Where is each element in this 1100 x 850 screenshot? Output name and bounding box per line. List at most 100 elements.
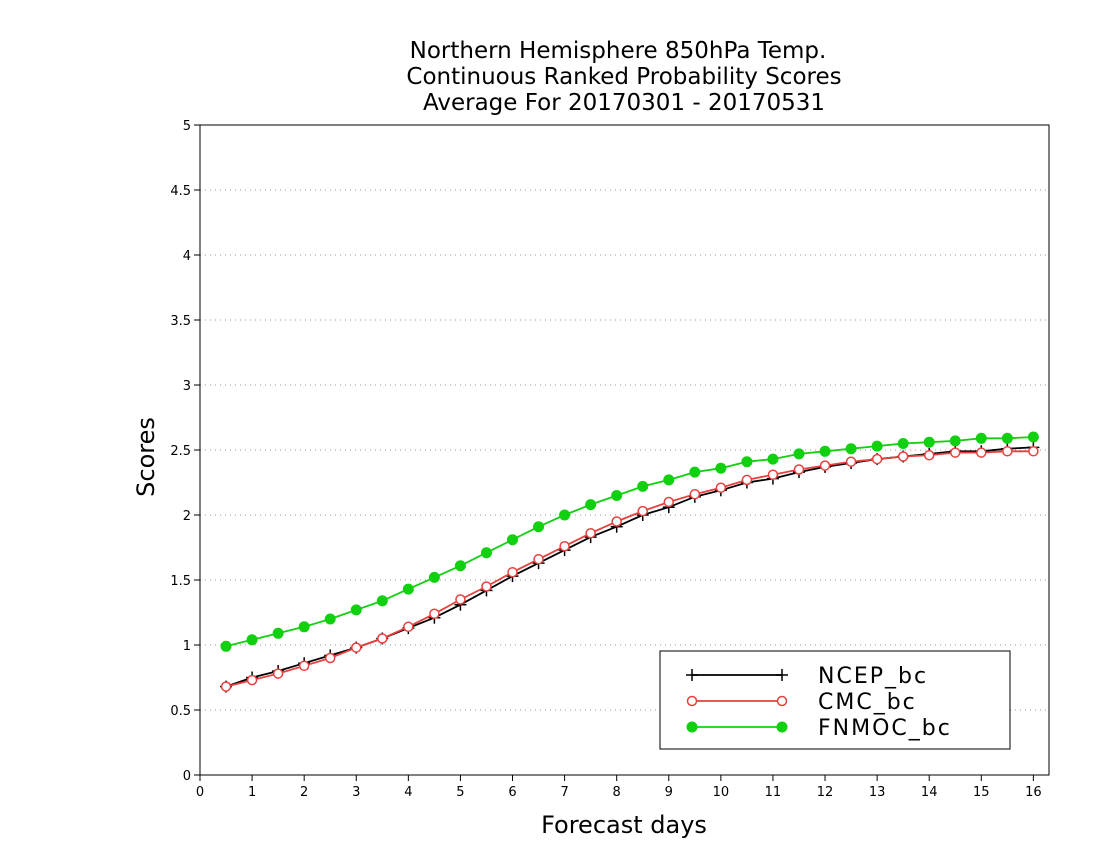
data-point-fnmoc-bc: [402, 583, 414, 595]
y-tick-label: 5: [183, 119, 191, 134]
legend-label: FNMOC_bc: [818, 716, 952, 741]
data-point-cmc-bc: [949, 447, 961, 458]
data-point-fnmoc-bc: [585, 499, 597, 511]
data-point-fnmoc-bc: [637, 480, 649, 492]
legend-entry-cmc-bc: CMC_bc: [686, 690, 915, 715]
series-lines: [220, 431, 1040, 693]
y-tick-label: 2.5: [170, 444, 191, 459]
series-cmc-bc: [220, 446, 1039, 692]
legend-label: NCEP_bc: [818, 664, 928, 689]
x-tick-label: 12: [817, 785, 834, 800]
data-point-fnmoc-bc: [559, 509, 571, 521]
series-fnmoc-bc: [220, 431, 1039, 652]
data-point-fnmoc-bc: [298, 621, 310, 633]
data-point-fnmoc-bc: [845, 443, 857, 455]
data-point-cmc-bc: [767, 469, 779, 480]
axis-ticks: 00.511.522.533.544.550 1 2 3 4 5 6 7 8 9 10 11 12 13 1…: [170, 119, 1041, 800]
x-tick-label: 3: [352, 785, 360, 800]
data-point-fnmoc-bc: [533, 521, 545, 533]
x-tick-label: 2: [300, 785, 308, 800]
y-tick-label: 1: [183, 639, 191, 654]
legend-box: [659, 650, 1011, 750]
data-point-fnmoc-bc: [871, 440, 883, 452]
data-point-fnmoc-bc: [480, 547, 492, 559]
data-point-cmc-bc: [845, 456, 857, 467]
data-point-fnmoc-bc: [767, 453, 779, 465]
title-line-3: Average For 20170301 - 20170531: [423, 90, 825, 116]
data-point-fnmoc-bc: [350, 604, 362, 616]
x-tick-label: 15: [973, 785, 990, 800]
data-point-fnmoc-bc: [272, 627, 284, 639]
data-point-cmc-bc: [298, 660, 310, 672]
data-point-cmc-bc: [897, 451, 909, 462]
y-tick-label: 3.5: [170, 314, 191, 329]
x-tick-label: 0: [196, 785, 204, 800]
data-point-fnmoc-bc: [1001, 432, 1013, 444]
data-point-fnmoc-bc: [923, 436, 935, 448]
legend-marker: [686, 695, 698, 707]
x-tick-label: 8: [613, 785, 621, 800]
data-point-cmc-bc: [1028, 446, 1039, 457]
data-point-cmc-bc: [637, 505, 648, 517]
data-point-cmc-bc: [1002, 446, 1013, 457]
data-point-fnmoc-bc: [507, 534, 519, 546]
x-tick-label: 6: [508, 785, 516, 800]
series-line-fnmoc-bc: [225, 436, 1034, 648]
data-point-fnmoc-bc: [663, 474, 675, 486]
data-point-fnmoc-bc: [949, 435, 961, 447]
data-point-cmc-bc: [871, 453, 883, 465]
data-point-fnmoc-bc: [454, 560, 466, 572]
legend-marker: [776, 669, 788, 681]
data-point-cmc-bc: [923, 449, 935, 461]
data-point-fnmoc-bc: [324, 613, 336, 625]
legend-marker: [686, 721, 698, 733]
data-point-fnmoc-bc: [793, 448, 805, 460]
data-point-cmc-bc: [481, 581, 492, 592]
data-point-fnmoc-bc: [897, 438, 909, 449]
data-point-cmc-bc: [246, 674, 258, 686]
data-point-cmc-bc: [793, 464, 805, 475]
data-point-cmc-bc: [351, 642, 362, 653]
data-point-fnmoc-bc: [975, 432, 987, 444]
data-point-cmc-bc: [377, 633, 388, 644]
y-tick-label: 3: [183, 379, 191, 394]
data-point-cmc-bc: [220, 681, 232, 692]
x-tick-label: 7: [560, 785, 568, 800]
x-tick-label: 11: [765, 785, 782, 800]
chart-title: Northern Hemisphere 850hPa Temp. Continu…: [406, 38, 841, 116]
x-tick-label: 9: [665, 785, 673, 800]
y-tick-label: 0.5: [170, 704, 191, 719]
data-point-cmc-bc: [741, 474, 753, 486]
data-point-cmc-bc: [272, 668, 284, 679]
x-tick-label: 13: [869, 785, 886, 800]
data-point-cmc-bc: [663, 496, 675, 508]
data-point-fnmoc-bc: [689, 466, 701, 478]
data-point-fnmoc-bc: [741, 456, 753, 468]
data-point-cmc-bc: [507, 566, 518, 578]
data-point-fnmoc-bc: [220, 640, 232, 652]
data-point-cmc-bc: [976, 447, 987, 458]
x-axis-label: Forecast days: [541, 811, 707, 839]
data-point-cmc-bc: [585, 527, 596, 539]
data-point-cmc-bc: [455, 594, 466, 605]
y-tick-label: 2: [183, 509, 191, 524]
legend-marker: [776, 721, 788, 733]
data-point-cmc-bc: [819, 460, 831, 471]
data-point-cmc-bc: [403, 621, 414, 633]
x-tick-label: 10: [713, 785, 730, 800]
data-point-cmc-bc: [715, 482, 727, 493]
data-point-fnmoc-bc: [819, 445, 831, 457]
data-point-cmc-bc: [611, 516, 622, 527]
data-point-fnmoc-bc: [428, 571, 440, 583]
y-tick-label: 4.5: [170, 184, 191, 199]
data-point-cmc-bc: [429, 608, 440, 620]
y-tick-label: 0: [183, 769, 191, 784]
x-tick-label: 5: [456, 785, 464, 800]
x-tick-label: 1: [248, 785, 256, 800]
y-tick-label: 4: [183, 249, 191, 264]
legend-marker: [686, 669, 698, 681]
title-line-1: Northern Hemisphere 850hPa Temp.: [410, 38, 827, 64]
data-point-fnmoc-bc: [715, 462, 727, 474]
data-point-cmc-bc: [559, 540, 570, 552]
